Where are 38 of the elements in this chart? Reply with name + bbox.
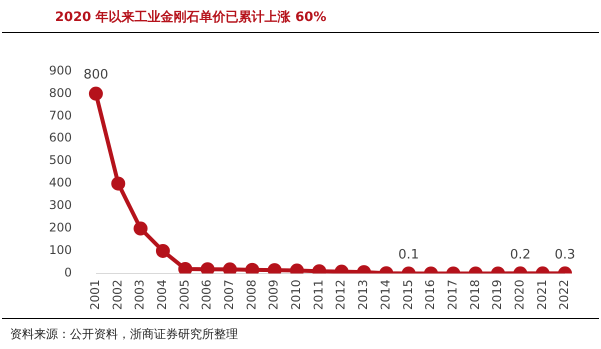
x-tick-label: 2007: [222, 279, 236, 310]
x-tick-label: 2006: [200, 279, 214, 310]
x-tick-label: 2011: [311, 279, 326, 310]
data-label: 0.2: [510, 247, 531, 262]
y-tick-label: 400: [49, 176, 72, 190]
x-tick-label: 2013: [356, 279, 370, 310]
y-tick-label: 500: [49, 153, 72, 168]
y-tick-label: 800: [49, 86, 72, 100]
data-label: 800: [83, 68, 108, 83]
chart-title: 2020 年以来工业金刚石单价已累计上涨 60%: [55, 9, 326, 26]
y-tick-label: 0: [64, 266, 72, 280]
y-tick-label: 100: [49, 243, 72, 258]
x-tick-label: 2009: [266, 279, 281, 310]
x-tick-label: 2001: [88, 279, 102, 310]
x-tick-label: 2018: [468, 279, 482, 310]
x-tick-label: 2019: [490, 279, 504, 310]
x-tick-label: 2003: [132, 279, 147, 310]
x-tick-label: 2017: [445, 279, 460, 310]
x-tick-label: 2021: [534, 279, 549, 310]
y-tick-label: 200: [49, 220, 72, 235]
data-label: 0.3: [554, 247, 576, 262]
y-tick-label: 300: [49, 198, 72, 212]
y-tick-label: 900: [49, 63, 72, 78]
data-label: 0.1: [398, 247, 419, 262]
x-tick-label: 2005: [177, 279, 192, 310]
x-tick-label: 2012: [334, 279, 348, 310]
text: 资料来源：公开资料，浙商证券研究所整理: [10, 326, 238, 343]
x-tick-label: 2008: [244, 279, 258, 310]
x-tick-label: 2002: [110, 279, 124, 310]
y-tick-label: 600: [49, 130, 72, 145]
x-tick-label: 2022: [557, 279, 572, 310]
x-tick-label: 2010: [289, 279, 304, 310]
x-tick-label: 2016: [423, 279, 438, 310]
x-tick-label: 2020: [512, 279, 526, 310]
x-tick-label: 2015: [400, 279, 415, 310]
x-tick-label: 2014: [378, 279, 392, 310]
y-tick-label: 700: [49, 108, 72, 122]
x-tick-label: 2004: [155, 279, 170, 310]
